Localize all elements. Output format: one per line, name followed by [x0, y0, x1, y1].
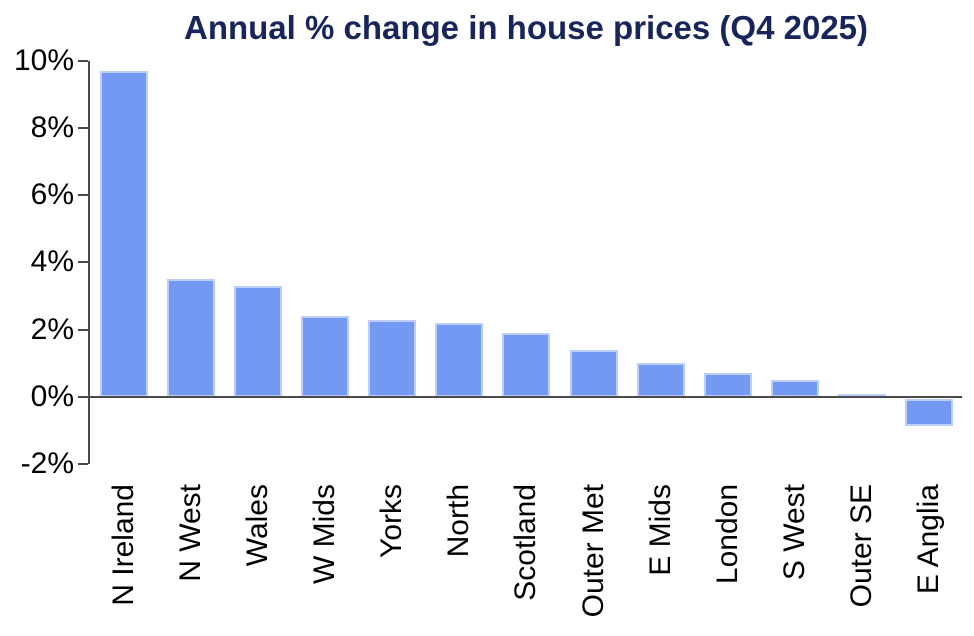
x-axis-label-w-mids: W Mids [308, 484, 342, 584]
y-axis-tick-label: 2% [30, 312, 74, 346]
y-axis-tick-label: 8% [30, 110, 74, 144]
bar-north [435, 322, 484, 397]
bar-outer-met [569, 349, 618, 397]
x-axis-label-yorks: Yorks [375, 484, 409, 558]
y-axis-line [88, 60, 90, 465]
x-axis-label-e-anglia: E Anglia [911, 484, 945, 595]
x-axis-label-n-west: N West [174, 484, 208, 582]
bar-wales [234, 285, 283, 397]
bar-s-west [770, 380, 819, 397]
y-axis-tick [78, 463, 88, 466]
chart-title: Annual % change in house prices (Q4 2025… [183, 9, 869, 46]
x-axis-label-scotland: Scotland [509, 484, 543, 601]
bar-n-ireland [100, 70, 148, 397]
x-axis-label-s-west: S West [777, 484, 811, 581]
y-axis-tick-label: -2% [20, 447, 74, 481]
bar-scotland [502, 333, 551, 397]
bar-e-mids [636, 363, 685, 397]
bar-e-anglia [904, 399, 953, 426]
bar-w-mids [301, 316, 350, 397]
zero-baseline [88, 396, 962, 398]
y-axis-tick-label: 4% [30, 245, 74, 279]
bar-n-west [167, 279, 216, 397]
x-axis-label-outer-met: Outer Met [576, 484, 610, 618]
x-axis-label-london: London [710, 484, 744, 585]
y-axis-tick [78, 59, 88, 62]
x-axis-label-north: North [442, 484, 476, 558]
y-axis-tick-label: 10% [13, 43, 74, 77]
y-axis-tick-label: 0% [30, 380, 74, 413]
y-axis-tick [78, 328, 88, 331]
x-axis-label-n-ireland: N Ireland [107, 484, 140, 606]
x-axis-label-wales: Wales [241, 484, 275, 567]
y-axis-tick [78, 194, 88, 197]
y-axis-tick [78, 261, 88, 264]
y-axis-tick-label: 6% [30, 178, 74, 212]
bar-london [703, 373, 752, 397]
x-axis-label-e-mids: E Mids [643, 484, 677, 576]
bar-yorks [368, 319, 417, 397]
x-axis-label-outer-se: Outer SE [844, 484, 878, 608]
y-axis-tick [78, 126, 88, 129]
y-axis-tick [78, 396, 88, 398]
